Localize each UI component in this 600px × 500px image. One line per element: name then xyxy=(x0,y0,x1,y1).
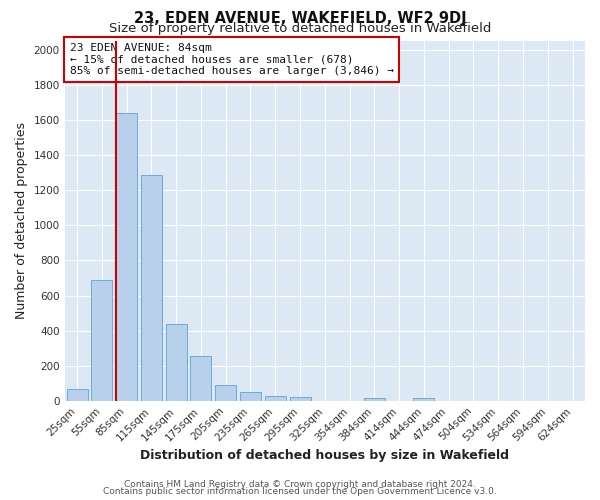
Bar xyxy=(215,385,236,401)
Bar xyxy=(166,324,187,401)
Text: 23, EDEN AVENUE, WAKEFIELD, WF2 9DJ: 23, EDEN AVENUE, WAKEFIELD, WF2 9DJ xyxy=(134,11,466,26)
Bar xyxy=(190,356,211,401)
Text: 23 EDEN AVENUE: 84sqm
← 15% of detached houses are smaller (678)
85% of semi-det: 23 EDEN AVENUE: 84sqm ← 15% of detached … xyxy=(70,43,394,76)
Bar xyxy=(67,390,88,401)
Bar xyxy=(290,397,311,401)
Bar xyxy=(240,392,261,401)
Bar xyxy=(413,398,434,401)
Bar xyxy=(141,176,162,401)
X-axis label: Distribution of detached houses by size in Wakefield: Distribution of detached houses by size … xyxy=(140,450,509,462)
Text: Size of property relative to detached houses in Wakefield: Size of property relative to detached ho… xyxy=(109,22,491,35)
Text: Contains HM Land Registry data © Crown copyright and database right 2024.: Contains HM Land Registry data © Crown c… xyxy=(124,480,476,489)
Y-axis label: Number of detached properties: Number of detached properties xyxy=(15,122,28,320)
Bar xyxy=(364,398,385,401)
Bar xyxy=(91,280,112,401)
Text: Contains public sector information licensed under the Open Government Licence v3: Contains public sector information licen… xyxy=(103,487,497,496)
Bar xyxy=(116,113,137,401)
Bar xyxy=(265,396,286,401)
